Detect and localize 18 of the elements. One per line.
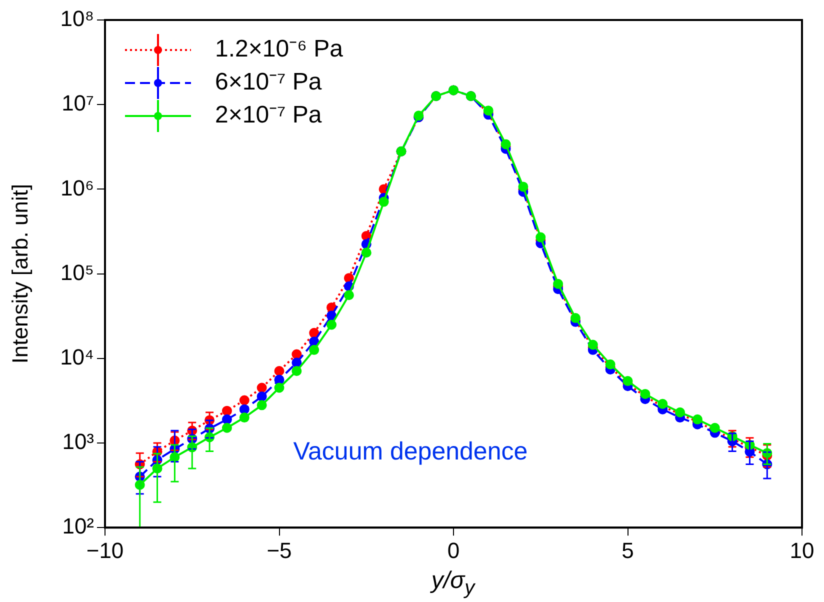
x-axis-title: y/σ$_{y}$ (429, 567, 476, 600)
y-tick-label: 10⁸ (60, 6, 94, 32)
x-tick-label: 0 (447, 538, 460, 563)
y-tick-label: 10⁵ (60, 260, 94, 285)
y-axis-title: Intensity [arb. unit] (7, 184, 32, 364)
y-tick-label: 10⁴ (60, 344, 94, 370)
x-tick-label: −5 (266, 538, 292, 563)
y-tick-label: 10⁶ (60, 175, 94, 200)
x-tick-label: 10 (790, 538, 814, 563)
x-tick-label: −10 (86, 538, 124, 563)
y-tick-label: 10³ (62, 429, 94, 454)
x-tick-label: 5 (622, 538, 634, 563)
annotation: Vacuum dependence (293, 437, 528, 466)
legend-label: 1.2×10⁻⁶ Pa (215, 36, 344, 63)
y-tick-label: 10⁷ (62, 90, 94, 116)
legend-label: 6×10⁻⁷ Pa (215, 68, 322, 96)
y-tick-label: 10² (62, 514, 94, 539)
legend-label: 2×10⁻⁷ Pa (215, 102, 322, 129)
